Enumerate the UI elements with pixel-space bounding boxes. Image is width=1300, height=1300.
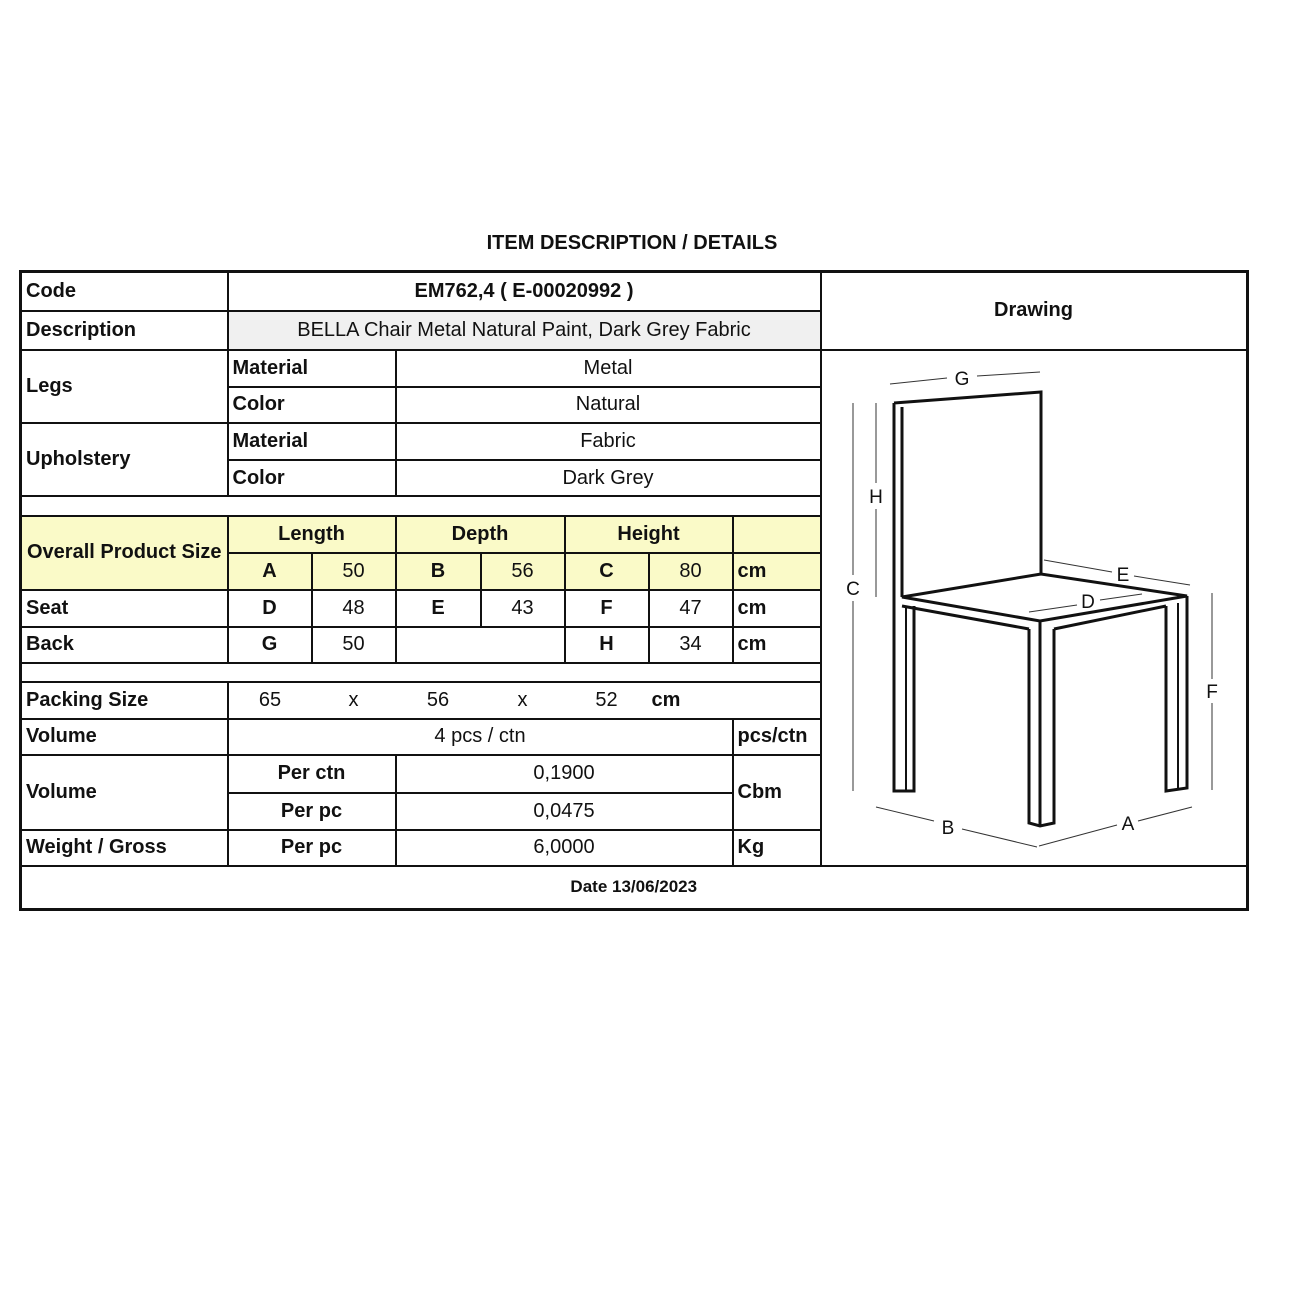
legs-color-label: Color [226, 385, 397, 424]
drawing-label: Drawing [819, 270, 1248, 351]
seat-letter: F [563, 588, 650, 628]
per-ctn-value: 0,1900 [394, 753, 734, 794]
back-value: 50 [310, 625, 397, 664]
document-title: ITEM DESCRIPTION / DETAILS [486, 232, 778, 254]
volume-pcs-value: 4 pcs / ctn [226, 717, 734, 756]
description-value: BELLA Chair Metal Natural Paint, Dark Gr… [226, 309, 822, 351]
spec-table: Code EM762,4 ( E-00020992 ) Drawing Desc… [19, 270, 1249, 911]
weight-unit: Kg [731, 828, 822, 867]
chair-front-leg [1027, 620, 1055, 828]
upholstery-material-value: Fabric [394, 421, 822, 462]
seat-letter: E [394, 588, 482, 628]
dim-label-b: B [941, 818, 954, 839]
chair-backrest [892, 389, 1042, 792]
weight-value: 6,0000 [394, 828, 734, 867]
size-value: 50 [310, 551, 397, 591]
back-blank [394, 625, 566, 664]
seat-label: Seat [19, 588, 229, 628]
dim-label-g: G [954, 369, 969, 390]
seat-value: 43 [479, 588, 566, 628]
back-unit: cm [731, 625, 822, 664]
volume-label: Volume [19, 753, 229, 831]
packing-separator: x [311, 680, 397, 720]
volume-pcs-label: Volume [19, 717, 229, 756]
seat-value: 47 [647, 588, 734, 628]
dim-label-e: E [1116, 565, 1129, 586]
back-letter: H [563, 625, 650, 664]
length-header: Length [226, 515, 397, 554]
legs-label: Legs [19, 348, 229, 424]
size-letter: A [226, 551, 313, 591]
packing-separator: x [480, 680, 566, 720]
size-value: 56 [479, 551, 566, 591]
depth-header: Depth [394, 515, 566, 554]
chair-seat-front [901, 595, 1188, 793]
upholstery-label: Upholstery [19, 421, 229, 498]
height-header: Height [563, 515, 734, 554]
size-value: 80 [647, 551, 734, 591]
date: Date 13/06/2023 [19, 864, 1248, 911]
per-pc-value: 0,0475 [394, 791, 734, 831]
per-ctn-label: Per ctn [226, 753, 397, 794]
chair-diagram: G H C E D F B A [846, 369, 1218, 847]
upholstery-color-label: Color [226, 459, 397, 498]
volume-unit: Cbm [731, 753, 822, 831]
packing-unit: cm [648, 680, 822, 720]
per-pc-label: Per pc [226, 791, 397, 831]
dim-label-c: C [846, 579, 860, 600]
spacer-row [19, 495, 822, 518]
chair-drawing: G H C E D F B A [819, 348, 1248, 867]
unit-header-blank [731, 515, 822, 554]
packing-height: 52 [564, 680, 650, 720]
dim-label-f: F [1206, 682, 1218, 703]
seat-value: 48 [310, 588, 397, 628]
dimension-lines [852, 371, 1212, 847]
back-label: Back [19, 625, 229, 664]
size-letter: B [394, 551, 482, 591]
description-label: Description [19, 309, 229, 351]
weight-per-pc-label: Per pc [226, 828, 397, 867]
packing-depth: 56 [395, 680, 482, 720]
back-value: 34 [647, 625, 734, 664]
legs-color-value: Natural [394, 385, 822, 424]
code-label: Code [19, 270, 229, 312]
weight-label: Weight / Gross [19, 828, 229, 867]
dim-label-h: H [869, 487, 883, 508]
upholstery-color-value: Dark Grey [394, 459, 822, 498]
dim-label-d: D [1081, 592, 1095, 613]
upholstery-material-label: Material [226, 421, 397, 462]
dim-label-a: A [1121, 814, 1134, 835]
legs-material-label: Material [226, 348, 397, 388]
back-letter: G [226, 625, 313, 664]
size-letter: C [563, 551, 650, 591]
legs-material-value: Metal [394, 348, 822, 388]
code-value: EM762,4 ( E-00020992 ) [226, 270, 822, 312]
seat-letter: D [226, 588, 313, 628]
packing-size-label: Packing Size [19, 680, 229, 720]
overall-size-label: Overall Product Size [19, 515, 229, 591]
packing-length: 65 [226, 680, 313, 720]
volume-pcs-unit: pcs/ctn [731, 717, 822, 756]
spacer-row [19, 661, 822, 683]
size-unit: cm [731, 551, 822, 591]
seat-unit: cm [731, 588, 822, 628]
